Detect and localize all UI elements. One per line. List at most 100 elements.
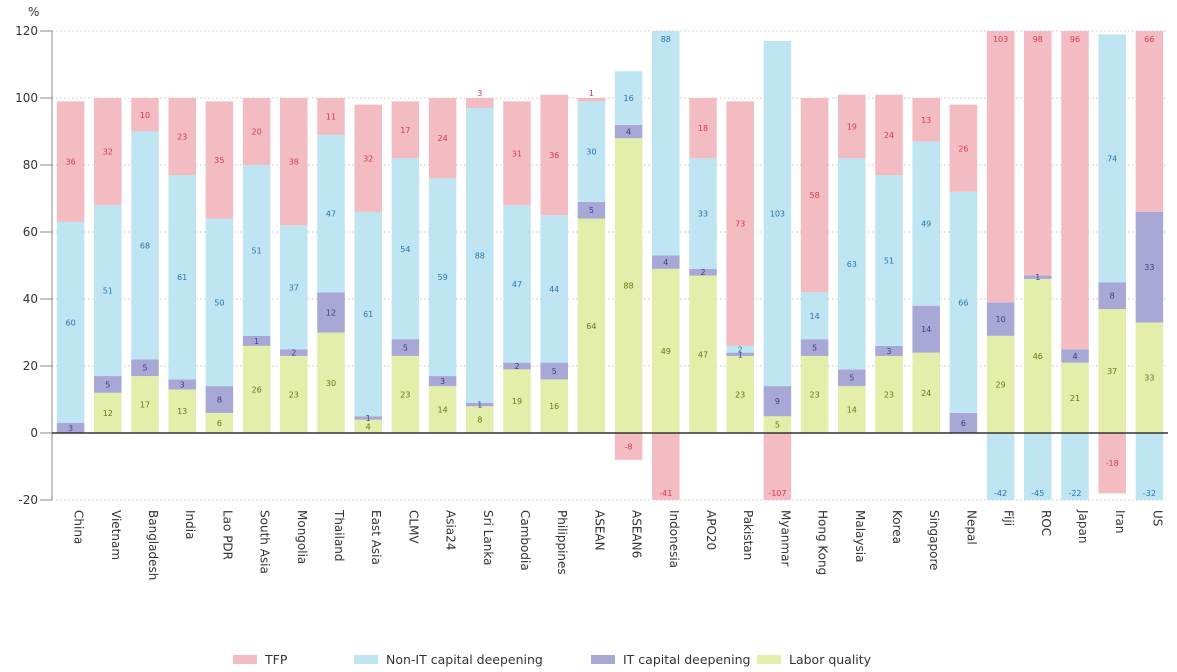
data-label: 26 xyxy=(252,385,262,394)
data-label: 12 xyxy=(103,409,113,418)
legend-swatch xyxy=(591,655,615,664)
bar-segment xyxy=(317,292,345,333)
bar-segment xyxy=(1061,362,1089,433)
data-label: 8 xyxy=(1110,292,1115,301)
bar-segment xyxy=(875,175,903,346)
data-label: 10 xyxy=(140,111,150,120)
bar-segment xyxy=(1061,433,1089,500)
data-label: 23 xyxy=(810,390,820,399)
data-label: 88 xyxy=(475,251,485,260)
bar-segment xyxy=(652,31,680,256)
bar-segment xyxy=(131,376,159,433)
data-label: 30 xyxy=(586,148,596,157)
bar-segment xyxy=(466,98,494,109)
data-label: 88 xyxy=(661,35,671,44)
category-label: Philippines xyxy=(555,510,569,575)
bar-segment xyxy=(391,158,420,340)
data-label: 44 xyxy=(549,285,559,294)
data-label: 1 xyxy=(738,350,743,359)
data-label: 30 xyxy=(326,379,336,388)
bar-segment xyxy=(912,305,940,353)
category-label: India xyxy=(183,510,197,539)
bar-segment xyxy=(94,376,122,393)
bar-segment xyxy=(763,386,792,417)
data-label: 3 xyxy=(68,424,73,433)
bar-segment xyxy=(354,211,382,417)
data-label: 24 xyxy=(921,389,931,398)
data-label: 47 xyxy=(512,280,522,289)
bar-segment xyxy=(763,416,792,433)
category-label: APO20 xyxy=(704,510,718,550)
data-label: 5 xyxy=(142,364,147,373)
category-label: Myanmar xyxy=(778,510,792,566)
category-label: Thailand xyxy=(332,509,346,562)
bar-segment xyxy=(131,131,159,360)
bar-segment xyxy=(131,359,159,377)
bar-segment xyxy=(280,98,308,226)
category-label: ASEAN xyxy=(592,510,606,551)
y-tick-label: 100 xyxy=(15,91,38,105)
bar-segment xyxy=(280,225,308,350)
bar-segment xyxy=(1024,275,1052,279)
data-label: -45 xyxy=(1031,489,1044,498)
data-label: 64 xyxy=(586,322,596,331)
data-label: 3 xyxy=(886,347,891,356)
bar-segment xyxy=(689,98,717,159)
data-label: 5 xyxy=(849,374,854,383)
data-label: 96 xyxy=(1070,35,1080,44)
data-label: 14 xyxy=(921,325,931,334)
data-label: 14 xyxy=(847,406,857,415)
bar-segment xyxy=(391,339,420,356)
bar-segment xyxy=(168,379,196,390)
bar-segment xyxy=(94,392,122,433)
bar-segment xyxy=(428,178,457,377)
data-label: 16 xyxy=(624,94,634,103)
data-label: 3 xyxy=(180,380,185,389)
category-label: ASEAN6 xyxy=(630,510,644,558)
data-label: 2 xyxy=(738,345,743,354)
data-label: 88 xyxy=(624,282,634,291)
bar-segment xyxy=(689,275,717,433)
bar-segment xyxy=(577,218,606,433)
bar-segment xyxy=(466,402,494,407)
data-label: 1 xyxy=(477,401,482,410)
data-label: 35 xyxy=(214,156,224,165)
bar-segment xyxy=(800,339,829,356)
data-label: 46 xyxy=(1033,352,1043,361)
bar-segment xyxy=(242,98,271,165)
data-label: 68 xyxy=(140,241,150,250)
data-label: 103 xyxy=(993,35,1008,44)
data-label: -8 xyxy=(625,442,633,451)
data-label: 73 xyxy=(735,220,745,229)
data-label: 31 xyxy=(512,149,522,158)
data-label: 13 xyxy=(921,116,931,125)
bar-segment xyxy=(1098,282,1126,310)
bar-segment xyxy=(540,215,568,363)
bar-segment xyxy=(317,98,345,135)
bar-segment xyxy=(503,205,531,363)
category-label: Japan xyxy=(1076,509,1090,543)
data-label: 33 xyxy=(698,210,708,219)
data-label: 2 xyxy=(291,349,296,358)
data-label: 1 xyxy=(589,89,594,98)
legend-label: Labor quality xyxy=(789,652,872,667)
category-label: China xyxy=(72,510,86,544)
data-label: 4 xyxy=(1072,352,1077,361)
data-label: -42 xyxy=(994,489,1007,498)
data-label: 60 xyxy=(66,318,76,327)
data-label: 6 xyxy=(961,419,966,428)
data-label: -18 xyxy=(1106,459,1119,468)
bar-segment xyxy=(875,94,903,176)
bar-segment xyxy=(986,433,1015,500)
bar-segment xyxy=(577,98,606,102)
data-label: 19 xyxy=(847,122,857,131)
bar-segment xyxy=(614,124,643,139)
data-label: 17 xyxy=(140,401,150,410)
data-label: 20 xyxy=(252,128,262,137)
data-label: -41 xyxy=(659,489,672,498)
bar-segment xyxy=(763,433,792,500)
data-label: 98 xyxy=(1033,35,1043,44)
bar-segment xyxy=(540,94,568,216)
legend-label: IT capital deepening xyxy=(623,652,750,667)
data-label: 5 xyxy=(105,380,110,389)
